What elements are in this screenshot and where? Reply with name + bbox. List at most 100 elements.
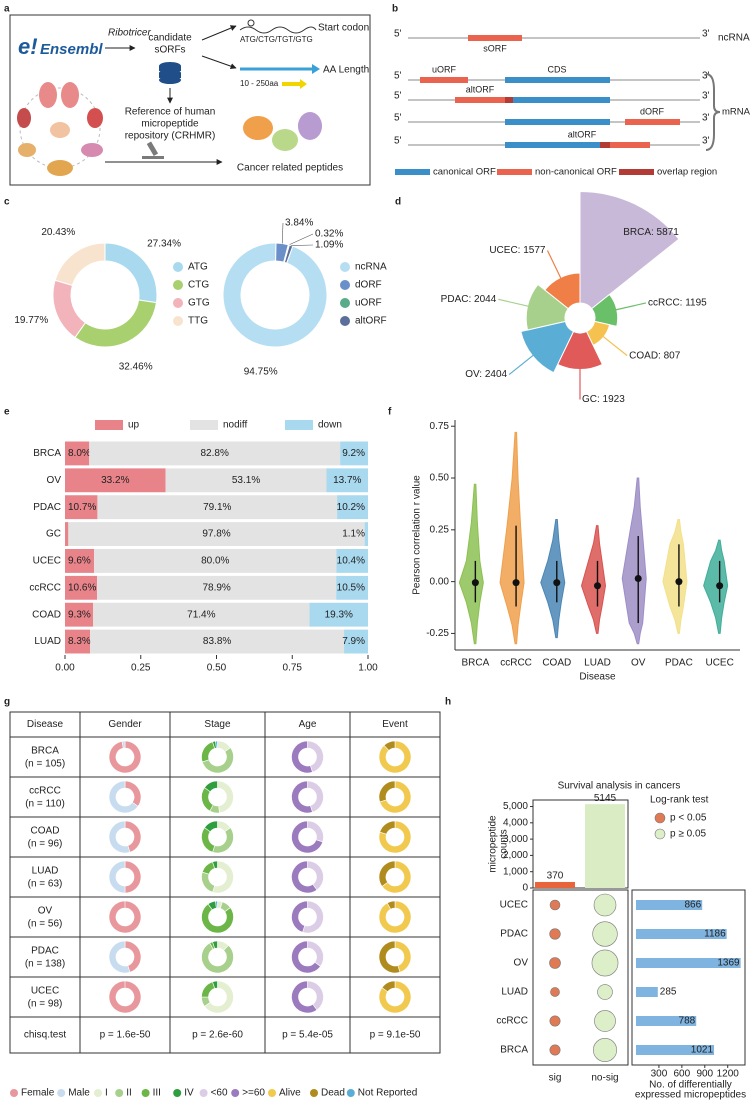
bar-label: 370 <box>547 871 564 882</box>
bar-segment <box>340 441 368 466</box>
ring-slice <box>215 900 218 909</box>
dorf-label: dORF <box>640 106 665 116</box>
segment-label: 83.8% <box>203 636 231 647</box>
ncrna-label: ncRNA <box>718 33 750 44</box>
legend-label: II <box>126 1088 132 1099</box>
rose-wedge <box>544 272 581 310</box>
legend-swatch <box>231 1089 240 1097</box>
organ-illustration <box>17 82 103 176</box>
bubble <box>549 928 561 940</box>
wedge-label: ccRCC: 1195 <box>648 298 707 309</box>
peptide-icon <box>298 112 322 140</box>
plot-frame <box>532 889 629 1066</box>
y-tick-label: 0.25 <box>430 524 450 535</box>
slice-label: 1.09% <box>315 240 343 251</box>
y-tick-label: 0 <box>522 883 528 894</box>
segment-label: 53.1% <box>232 475 260 486</box>
cds-box <box>513 97 610 103</box>
ring-slice <box>383 740 396 751</box>
row-label: ccRCC <box>29 786 61 797</box>
bubble <box>594 1010 616 1032</box>
x-tick-label: LUAD <box>584 658 611 669</box>
sorf-label: sORF <box>483 43 507 53</box>
ring-slice <box>108 860 126 894</box>
ring-slice <box>108 980 142 1014</box>
bubble <box>591 949 619 977</box>
workflow-panel: e! Ensembl Ribotricer candidate sORFs AT… <box>9 14 371 186</box>
sequence-wave <box>239 26 317 34</box>
bar-label: 1369 <box>717 958 740 969</box>
candidate-label: sORFs <box>154 45 185 56</box>
candidate-label: candidate <box>148 33 192 44</box>
bar-segment <box>89 441 341 466</box>
bar-segment <box>65 522 69 546</box>
legend-swatch <box>115 1089 124 1097</box>
rose-wedge <box>520 320 575 374</box>
y-tick-label: COAD <box>32 609 61 620</box>
x-tick-label: 900 <box>696 1069 713 1080</box>
legend-swatch <box>497 169 532 175</box>
ring-slice <box>204 980 234 1014</box>
bar-segment <box>65 575 98 600</box>
five-prime: 5' <box>394 91 402 102</box>
x-tick-label: PDAC <box>665 658 693 669</box>
altorf-box <box>455 97 505 103</box>
segment-label: 82.8% <box>201 448 229 459</box>
bar-segment <box>93 602 310 627</box>
bar-label: 1021 <box>691 1045 714 1056</box>
x-tick-label: sig <box>549 1073 562 1084</box>
panel-label: e <box>4 407 10 418</box>
x-tick-label: OV <box>631 658 646 669</box>
legend-label: IV <box>184 1088 194 1099</box>
bar-segment <box>65 441 90 466</box>
legend-swatch <box>199 1089 208 1097</box>
legend-swatch <box>340 316 350 326</box>
segment-label: 10.6% <box>68 582 96 593</box>
legend-swatch <box>94 1089 102 1097</box>
three-prime: 3' <box>702 136 710 147</box>
violin <box>499 431 525 645</box>
bar-label: 285 <box>660 987 677 998</box>
arrow <box>201 25 237 41</box>
row-label: OV <box>38 906 53 917</box>
row-label: (n = 110) <box>25 799 65 810</box>
bar-segment <box>344 629 368 654</box>
x-tick-label: 1200 <box>717 1069 740 1080</box>
y-tick-label: -0.25 <box>426 628 449 639</box>
legend-swatch <box>654 812 666 824</box>
segment-label: 1.1% <box>342 529 365 540</box>
y-axis-title: Pearson correlation r value <box>412 475 423 595</box>
panel-label: a <box>4 4 10 15</box>
column-header: Event <box>382 719 408 730</box>
legend-swatch <box>141 1089 150 1097</box>
segment-label: 13.7% <box>333 475 361 486</box>
five-prime: 5' <box>394 136 402 147</box>
peptide-icon <box>243 116 273 140</box>
slice-label: 27.34% <box>147 239 181 250</box>
legend-label: altORF <box>355 316 387 327</box>
segment-label: 79.1% <box>203 502 231 513</box>
segment-label: 10.2% <box>337 502 365 513</box>
bar-label: 5145 <box>594 793 617 804</box>
codon-seq: ATG/CTG/TGT/GTG <box>240 35 313 44</box>
x-tick-label: 600 <box>674 1069 691 1080</box>
three-prime: 3' <box>702 29 710 40</box>
legend-label: III <box>153 1088 161 1099</box>
y-tick-label: UCEC <box>33 556 61 567</box>
test-label: chisq.test <box>24 1030 66 1041</box>
x-tick-label: 0.25 <box>131 663 151 674</box>
y-tick-label: 0.00 <box>430 576 450 587</box>
x-tick-label: 0.00 <box>55 663 75 674</box>
wedge-label: GC: 1923 <box>582 394 625 405</box>
p-value: p = 1.6e-50 <box>100 1030 151 1041</box>
y-tick-label: 0.50 <box>430 473 450 484</box>
y-axis-title: micropeptide <box>488 815 499 873</box>
dorf-box <box>625 119 680 125</box>
ring-slice <box>291 900 308 933</box>
legend-label: TTG <box>188 316 208 327</box>
leader-line <box>612 302 647 312</box>
altorf-label: altORF <box>466 84 495 94</box>
legend-swatch <box>268 1089 276 1097</box>
legend-label: ATG <box>188 262 208 273</box>
row-label: (n = 63) <box>28 879 63 890</box>
